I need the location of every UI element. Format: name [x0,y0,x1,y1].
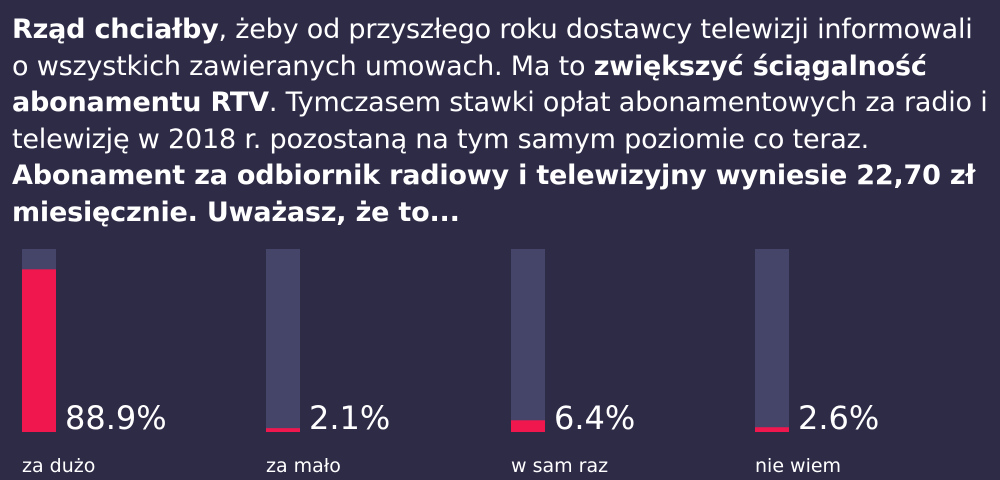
bar-value-label: 2.1% [309,399,390,437]
bar-value-label: 2.6% [798,399,879,437]
bar-fill [755,427,789,432]
question-segment: Rząd chciałby [12,14,219,45]
question-text: Rząd chciałby, żeby od przyszłego roku d… [12,12,996,231]
category-label: nie wiem [755,455,841,477]
bar-fill [266,428,300,432]
category-label: za mało [266,455,341,477]
bar-value-label: 6.4% [554,399,635,437]
bar-value-label: 88.9% [65,399,167,437]
bar-fill [22,269,56,432]
question-segment: , żeby od przyszłego roku dostawcy telew… [12,14,973,82]
category-label: za dużo [22,455,95,477]
bar-track [266,249,300,432]
category-label: w sam raz [511,455,608,477]
question-segment: Abonament za odbiornik radiowy i telewiz… [12,160,976,228]
question-segment: . Tymczasem stawki opłat abonamentowych … [12,87,988,155]
bar-track [755,249,789,432]
question-segment: zwiększyć ściągalność abonamentu RTV [12,50,927,119]
bar-track [511,249,545,432]
bar-fill [511,420,545,432]
